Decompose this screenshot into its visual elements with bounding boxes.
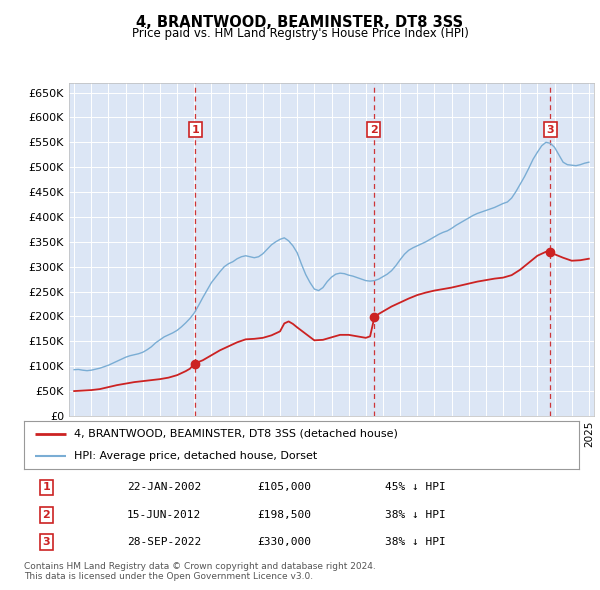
Text: 1: 1 [43, 483, 50, 493]
Text: 45% ↓ HPI: 45% ↓ HPI [385, 483, 445, 493]
Text: £330,000: £330,000 [257, 537, 311, 547]
Text: 3: 3 [547, 125, 554, 135]
Text: HPI: Average price, detached house, Dorset: HPI: Average price, detached house, Dors… [74, 451, 317, 461]
Text: £105,000: £105,000 [257, 483, 311, 493]
Text: 28-SEP-2022: 28-SEP-2022 [127, 537, 201, 547]
Text: Price paid vs. HM Land Registry's House Price Index (HPI): Price paid vs. HM Land Registry's House … [131, 27, 469, 40]
Text: 1: 1 [191, 125, 199, 135]
Text: 38% ↓ HPI: 38% ↓ HPI [385, 510, 445, 520]
Text: 22-JAN-2002: 22-JAN-2002 [127, 483, 201, 493]
Text: 3: 3 [43, 537, 50, 547]
Text: 4, BRANTWOOD, BEAMINSTER, DT8 3SS (detached house): 4, BRANTWOOD, BEAMINSTER, DT8 3SS (detac… [74, 429, 398, 439]
Text: £198,500: £198,500 [257, 510, 311, 520]
Text: Contains HM Land Registry data © Crown copyright and database right 2024.
This d: Contains HM Land Registry data © Crown c… [24, 562, 376, 581]
Text: 15-JUN-2012: 15-JUN-2012 [127, 510, 201, 520]
Text: 38% ↓ HPI: 38% ↓ HPI [385, 537, 445, 547]
Text: 4, BRANTWOOD, BEAMINSTER, DT8 3SS: 4, BRANTWOOD, BEAMINSTER, DT8 3SS [136, 15, 464, 30]
Text: 2: 2 [370, 125, 377, 135]
Text: 2: 2 [43, 510, 50, 520]
